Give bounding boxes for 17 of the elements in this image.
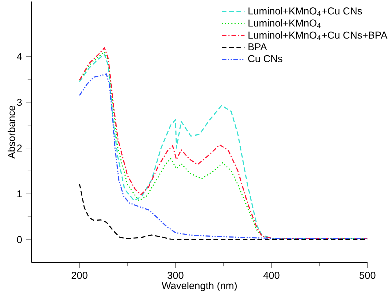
legend-label: Luminol+KMnO$_{4}$+Cu CNs+BPA [248, 32, 388, 40]
x-tick-label: 400 [264, 272, 280, 280]
y-axis-title: Absorbance [8, 106, 16, 159]
legend-label: BPA [248, 44, 268, 51]
x-axis-title: Wavelength (nm) [162, 282, 237, 292]
y-tick-label: 2 [17, 144, 22, 152]
y-tick-label: 0 [17, 236, 22, 244]
x-tick-label: 200 [72, 272, 88, 280]
legend-label: Cu CNs [248, 55, 283, 62]
line-series [79, 183, 368, 240]
x-tick-label: 300 [168, 272, 184, 280]
x-tick-label: 500 [360, 272, 376, 280]
legend-label: Luminol+KMnO$_{4}$ [248, 20, 321, 28]
y-tick-label: 1 [18, 190, 22, 198]
legend-label: Luminol+KMnO$_{4}$+Cu CNs [248, 7, 362, 16]
y-tick-label: 3 [17, 98, 22, 106]
y-tick-label: 4 [17, 53, 22, 60]
